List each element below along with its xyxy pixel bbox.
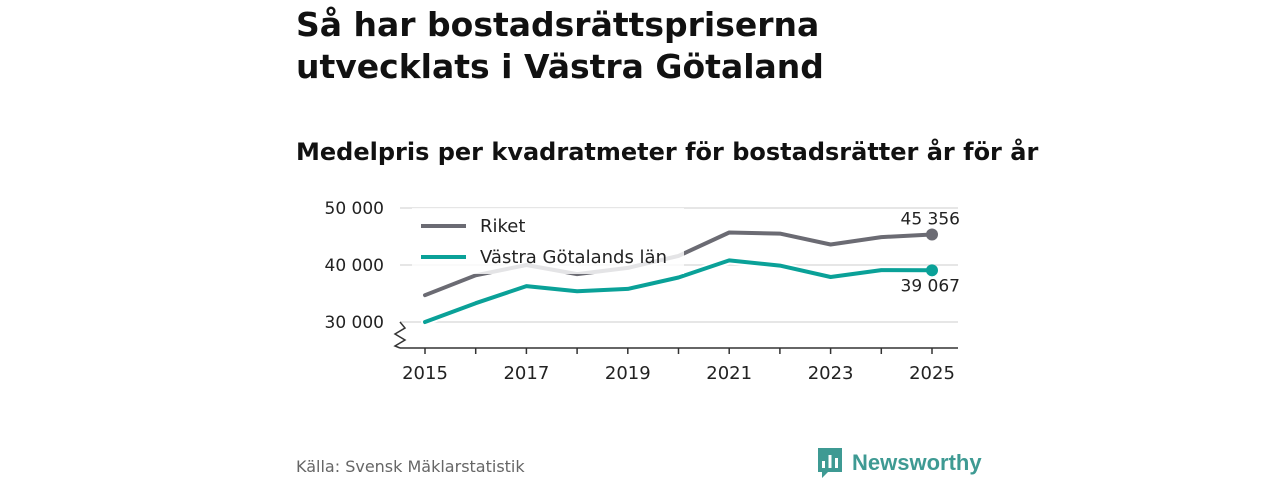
legend-label: Riket [480, 216, 525, 237]
series-endpoint [926, 228, 938, 241]
x-tick-label: 2017 [503, 363, 549, 384]
chart-title: Så har bostadsrättspriserna utvecklats i… [296, 5, 824, 86]
legend-background [412, 208, 684, 274]
axis-break-icon [393, 321, 407, 349]
end-value-label: 45 356 [901, 209, 960, 229]
chart-subtitle: Medelpris per kvadratmeter för bostadsrä… [296, 138, 1039, 166]
x-tick-label: 2023 [808, 363, 854, 384]
series-line-vastra-gotaland [423, 258, 934, 324]
y-tick-label: 30 000 [325, 313, 384, 333]
legend-label: Västra Götalands län [480, 247, 667, 268]
y-tick-label: 40 000 [325, 256, 384, 276]
bar-chart-speech-bubble-icon [818, 448, 842, 478]
x-tick-label: 2021 [706, 363, 752, 384]
newsworthy-logo: Newsworthy [816, 446, 982, 480]
series-endpoint [926, 264, 938, 277]
source-note: Källa: Svensk Mäklarstatistik [296, 457, 525, 476]
end-value-label: 39 067 [901, 276, 960, 296]
x-tick-label: 2025 [909, 363, 955, 384]
brand-name: Newsworthy [852, 450, 982, 475]
x-tick-label: 2015 [402, 363, 448, 384]
x-tick-label: 2019 [605, 363, 651, 384]
y-tick-label: 50 000 [325, 199, 384, 219]
